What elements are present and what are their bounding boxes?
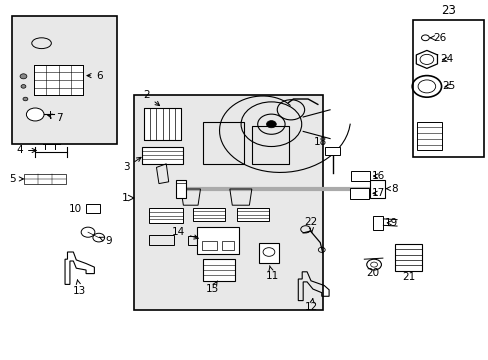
Bar: [372, 216, 383, 230]
Circle shape: [26, 108, 44, 121]
Bar: [237, 208, 268, 221]
Bar: [203, 122, 244, 164]
Text: 16: 16: [371, 171, 384, 181]
Bar: [12, 16, 117, 144]
Text: 26: 26: [429, 33, 446, 43]
Text: 8: 8: [385, 184, 398, 194]
Text: 9: 9: [100, 236, 112, 246]
Text: 5: 5: [9, 174, 23, 184]
Bar: [412, 20, 483, 157]
Text: 13: 13: [73, 280, 86, 296]
Bar: [197, 227, 238, 254]
Bar: [202, 241, 216, 250]
Bar: [149, 208, 183, 223]
Circle shape: [23, 97, 28, 101]
Circle shape: [20, 74, 27, 79]
Bar: [350, 171, 369, 181]
Bar: [259, 243, 278, 263]
Text: 2: 2: [143, 90, 159, 105]
Text: 10: 10: [69, 204, 82, 214]
Text: 6: 6: [87, 71, 102, 81]
Bar: [394, 244, 421, 271]
Text: 21: 21: [401, 272, 414, 282]
Text: 17: 17: [371, 188, 384, 198]
Text: 12: 12: [304, 298, 318, 312]
Bar: [85, 204, 100, 213]
Bar: [251, 126, 288, 164]
Bar: [142, 147, 183, 164]
Text: 11: 11: [265, 266, 279, 281]
Bar: [188, 236, 207, 245]
Bar: [134, 95, 322, 310]
Bar: [193, 208, 224, 221]
Bar: [221, 241, 233, 250]
Bar: [34, 65, 83, 95]
Bar: [24, 174, 66, 184]
Text: 7: 7: [48, 113, 63, 123]
Bar: [416, 122, 441, 150]
Text: 23: 23: [440, 4, 455, 17]
Text: 4: 4: [16, 145, 36, 156]
Bar: [369, 180, 385, 198]
Bar: [203, 259, 234, 281]
Text: 18: 18: [313, 137, 326, 147]
Bar: [149, 235, 173, 245]
Text: 22: 22: [304, 217, 317, 233]
Bar: [176, 180, 185, 198]
Text: 20: 20: [366, 268, 378, 278]
Text: 3: 3: [122, 157, 141, 172]
Text: 24: 24: [439, 54, 452, 64]
Text: 25: 25: [441, 81, 454, 91]
Bar: [349, 188, 368, 199]
Text: 1: 1: [122, 193, 128, 203]
Circle shape: [266, 121, 276, 128]
Bar: [144, 108, 181, 140]
Text: 15: 15: [205, 281, 219, 294]
Bar: [325, 147, 339, 155]
Text: 19: 19: [384, 218, 397, 228]
Circle shape: [21, 85, 26, 88]
Text: 14: 14: [171, 227, 198, 239]
